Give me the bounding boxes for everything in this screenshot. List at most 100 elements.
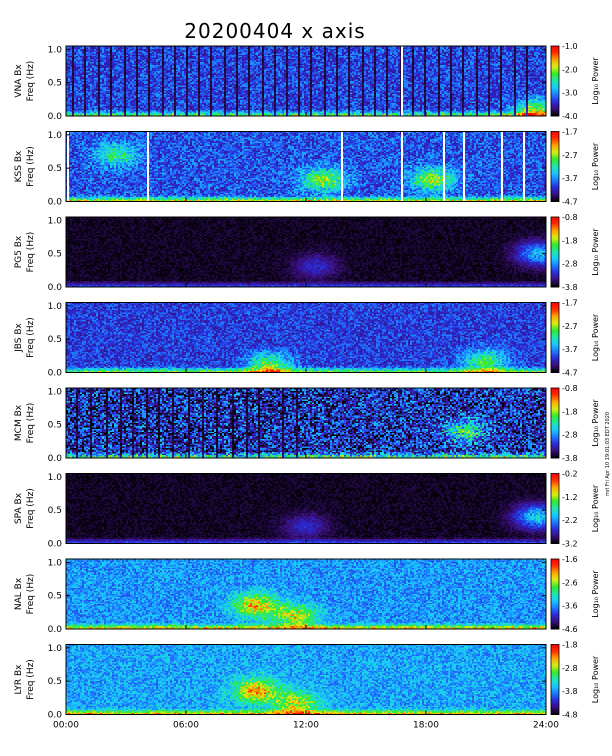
colorbar-segment bbox=[551, 77, 559, 80]
colorbar-frame bbox=[550, 302, 560, 373]
colorbar-segment bbox=[551, 704, 559, 707]
colorbar-segment bbox=[551, 536, 559, 539]
y-tick-label: 1.0 bbox=[48, 473, 63, 483]
colorbar-segment bbox=[551, 489, 559, 492]
colorbar-segment bbox=[551, 540, 559, 543]
colorbar-segment bbox=[551, 611, 559, 614]
colorbar-segment bbox=[551, 508, 559, 511]
colorbar-segment bbox=[551, 320, 559, 323]
colorbar-tick-label: -1.7 bbox=[562, 128, 578, 137]
colorbar-segment bbox=[551, 618, 559, 621]
colorbar-segment bbox=[551, 662, 559, 665]
colorbar-segment bbox=[551, 688, 559, 691]
y-tick-label: 0.5 bbox=[48, 79, 62, 89]
colorbar-segment bbox=[551, 356, 559, 359]
y-tick-label: 0.5 bbox=[48, 250, 62, 260]
colorbar-segment bbox=[551, 562, 559, 565]
colorbar-segment bbox=[551, 487, 559, 490]
colorbar-segment bbox=[551, 526, 559, 529]
colorbar-segment bbox=[551, 65, 559, 68]
colorbar-segment bbox=[551, 302, 559, 305]
colorbar-segment bbox=[551, 171, 559, 174]
y-axis-label-freq: Freq (Hz) bbox=[26, 317, 36, 358]
colorbar-segment bbox=[551, 414, 559, 417]
colorbar-segment bbox=[551, 105, 559, 108]
colorbar-segment bbox=[551, 400, 559, 403]
colorbar-segment bbox=[551, 428, 559, 431]
colorbar-segment bbox=[551, 492, 559, 495]
colorbar-segment bbox=[551, 510, 559, 513]
spectrogram-lyr bbox=[66, 644, 546, 715]
colorbar-segment bbox=[551, 484, 559, 487]
y-tick-label: 0.5 bbox=[48, 335, 62, 345]
colorbar-segment bbox=[551, 417, 559, 420]
colorbar-segment bbox=[551, 189, 559, 192]
y-tick-label: 0.5 bbox=[48, 592, 62, 602]
colorbar-segment bbox=[551, 180, 559, 183]
colorbar-segment bbox=[551, 576, 559, 579]
colorbar-label: Log₁₀ Power bbox=[591, 57, 600, 105]
colorbar-segment bbox=[551, 339, 559, 342]
colorbar-segment bbox=[551, 705, 559, 708]
colorbar-segment bbox=[551, 478, 559, 481]
colorbar-segment bbox=[551, 613, 559, 616]
colorbar-tick-label: -2.6 bbox=[562, 578, 578, 587]
colorbar-segment bbox=[551, 683, 559, 686]
colorbar-tick-label: -3.8 bbox=[562, 283, 578, 292]
colorbar-tick-label: -1.0 bbox=[562, 42, 578, 51]
colorbar-segment bbox=[551, 437, 559, 440]
colorbar-segment bbox=[551, 402, 559, 405]
colorbar-segment bbox=[551, 102, 559, 105]
y-tick-label: 1.0 bbox=[48, 45, 63, 55]
spectrogram-nal bbox=[66, 559, 546, 629]
colorbar-label: Log₁₀ Power bbox=[591, 655, 600, 703]
colorbar-segment bbox=[551, 578, 559, 581]
colorbar-tick-label: -0.8 bbox=[562, 213, 578, 222]
y-tick-label: 1.0 bbox=[48, 387, 63, 397]
colorbar-segment bbox=[551, 410, 559, 413]
colorbar-segment bbox=[551, 452, 559, 455]
colorbar-segment bbox=[551, 58, 559, 61]
colorbar-segment bbox=[551, 173, 559, 176]
colorbar-tick-label: -4.0 bbox=[562, 112, 578, 121]
colorbar-segment bbox=[551, 138, 559, 141]
colorbar-segment bbox=[551, 131, 559, 134]
colorbar-segment bbox=[551, 61, 559, 64]
colorbar-segment bbox=[551, 309, 559, 312]
colorbar-segment bbox=[551, 430, 559, 433]
colorbar-segment bbox=[551, 424, 559, 427]
colorbar-segment bbox=[551, 218, 559, 221]
colorbar-segment bbox=[551, 154, 559, 157]
y-tick-label: 1.0 bbox=[48, 644, 63, 654]
spectrogram-mcm bbox=[66, 388, 546, 458]
colorbar-segment bbox=[551, 370, 559, 373]
colorbar-segment bbox=[551, 328, 559, 331]
colorbar-segment bbox=[551, 54, 559, 57]
colorbar-segment bbox=[551, 581, 559, 584]
colorbar-segment bbox=[551, 227, 559, 230]
colorbar-segment bbox=[551, 100, 559, 103]
colorbar-segment bbox=[551, 178, 559, 181]
colorbar-segment bbox=[551, 316, 559, 319]
spectrogram-spa bbox=[66, 473, 546, 544]
y-tick-label: 1.0 bbox=[48, 131, 63, 141]
colorbar-segment bbox=[551, 262, 559, 265]
colorbar-segment bbox=[551, 677, 559, 680]
colorbar-tick-label: -2.0 bbox=[562, 65, 578, 74]
colorbar-segment bbox=[551, 702, 559, 705]
colorbar-segment bbox=[551, 693, 559, 696]
colorbar-segment bbox=[551, 248, 559, 251]
colorbar-segment bbox=[551, 114, 559, 117]
colorbar-tick-label: -2.8 bbox=[562, 431, 578, 440]
colorbar-label: Log₁₀ Power bbox=[591, 142, 600, 190]
y-axis-label-station: LYR Bx bbox=[14, 664, 24, 695]
colorbar-segment bbox=[551, 224, 559, 227]
colorbar-segment bbox=[551, 321, 559, 324]
data-gap-line bbox=[341, 131, 343, 202]
panel-vna: 0.0 0.5 1.0 VNA Bx Freq (Hz) -1.0 -2.0 -3.0 -4.0… bbox=[14, 42, 600, 122]
y-tick-label: 0.5 bbox=[48, 677, 62, 687]
y-tick-label: 0.5 bbox=[48, 421, 62, 431]
colorbar-label: Log₁₀ Power bbox=[591, 228, 600, 276]
colorbar-segment bbox=[551, 423, 559, 426]
y-tick-label: 0.0 bbox=[48, 283, 63, 293]
